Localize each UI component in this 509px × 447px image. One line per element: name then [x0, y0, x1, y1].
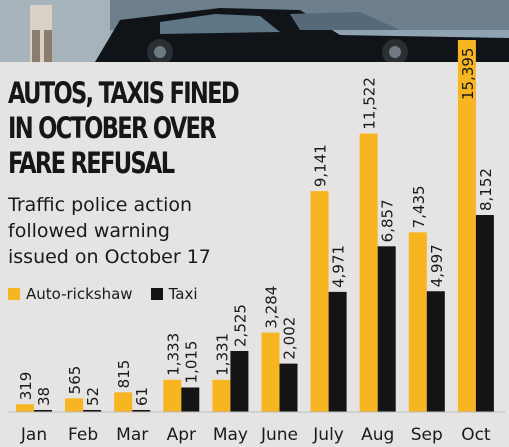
- x-tick-label-aug: Aug: [361, 425, 394, 445]
- bar-auto-may: [212, 379, 231, 412]
- legend-label-taxi: Taxi: [168, 285, 198, 303]
- subtitle-line-2: followed warning: [8, 220, 170, 242]
- x-tick-label-jan: Jan: [20, 425, 47, 445]
- bar-taxi-aug: [377, 246, 396, 412]
- bar-taxi-sep: [426, 291, 445, 412]
- value-label-taxi-oct: 8,152: [477, 168, 495, 211]
- value-label-taxi-feb: 52: [84, 387, 102, 406]
- subtitle: Traffic police action followed warning i…: [8, 192, 258, 270]
- bar-auto-jan: [16, 404, 34, 412]
- bar-auto-mar: [114, 392, 133, 412]
- subtitle-line-1: Traffic police action: [8, 194, 193, 216]
- value-label-auto-jan: 319: [17, 372, 35, 401]
- x-tick-label-june: June: [260, 425, 298, 445]
- value-label-taxi-apr: 1,015: [182, 341, 200, 384]
- bar-auto-sep: [408, 232, 427, 412]
- bar-taxi-apr: [181, 387, 200, 412]
- value-label-auto-july: 9,141: [312, 144, 330, 187]
- legend-label-auto: Auto-rickshaw: [26, 285, 133, 303]
- value-label-auto-may: 1,331: [213, 333, 231, 376]
- legend-swatch-taxi: [150, 288, 163, 300]
- value-label-taxi-june: 2,002: [281, 317, 299, 360]
- bar-auto-july: [310, 191, 329, 412]
- header-photo: [0, 0, 509, 62]
- value-label-taxi-july: 4,971: [330, 245, 348, 288]
- value-label-taxi-aug: 6,857: [379, 199, 397, 242]
- value-label-auto-feb: 565: [66, 366, 84, 395]
- legend-swatch-auto: [8, 288, 20, 300]
- value-label-taxi-sep: 4,997: [428, 244, 446, 287]
- headline-line-2: IN OCTOBER OVER: [8, 111, 217, 145]
- subtitle-line-3: issued on October 17: [8, 246, 211, 268]
- value-label-auto-sep: 7,435: [410, 185, 428, 228]
- x-tick-label-may: May: [213, 425, 248, 445]
- value-label-auto-oct: 15,395: [459, 47, 477, 100]
- value-label-auto-june: 3,284: [263, 286, 281, 329]
- x-tick-label-mar: Mar: [116, 425, 148, 445]
- bar-auto-feb: [65, 398, 84, 412]
- bar-taxi-june: [279, 363, 298, 412]
- bar-taxi-feb: [83, 410, 102, 412]
- bar-auto-june: [261, 332, 280, 412]
- value-label-auto-apr: 1,333: [164, 333, 182, 376]
- legend-item-taxi: Taxi: [150, 285, 198, 303]
- x-tick-label-feb: Feb: [68, 425, 98, 445]
- value-label-taxi-jan: 38: [35, 387, 53, 406]
- x-tick-label-july: July: [312, 425, 344, 445]
- value-label-taxi-may: 2,525: [231, 304, 249, 347]
- bar-auto-oct: [457, 40, 476, 412]
- x-tick-label-apr: Apr: [167, 425, 196, 445]
- x-tick-label-oct: Oct: [461, 425, 491, 445]
- headline-line-3: FARE REFUSAL: [8, 146, 175, 180]
- value-label-taxi-mar: 61: [133, 387, 151, 406]
- bar-taxi-oct: [475, 215, 494, 412]
- headline: AUTOS, TAXIS FINED IN OCTOBER OVER FARE …: [8, 76, 242, 181]
- value-label-auto-mar: 815: [115, 360, 133, 389]
- bar-auto-aug: [359, 133, 378, 412]
- bar-taxi-may: [230, 350, 249, 412]
- bar-taxi-mar: [132, 410, 151, 412]
- bar-taxi-jan: [34, 410, 52, 412]
- value-label-auto-aug: 11,522: [361, 77, 379, 130]
- chart-legend: Auto-rickshaw Taxi: [8, 285, 216, 303]
- bar-taxi-july: [328, 291, 347, 412]
- legend-item-auto: Auto-rickshaw: [8, 285, 133, 303]
- headline-line-1: AUTOS, TAXIS FINED: [8, 76, 240, 110]
- bar-auto-apr: [163, 379, 182, 412]
- x-tick-label-sep: Sep: [411, 425, 443, 445]
